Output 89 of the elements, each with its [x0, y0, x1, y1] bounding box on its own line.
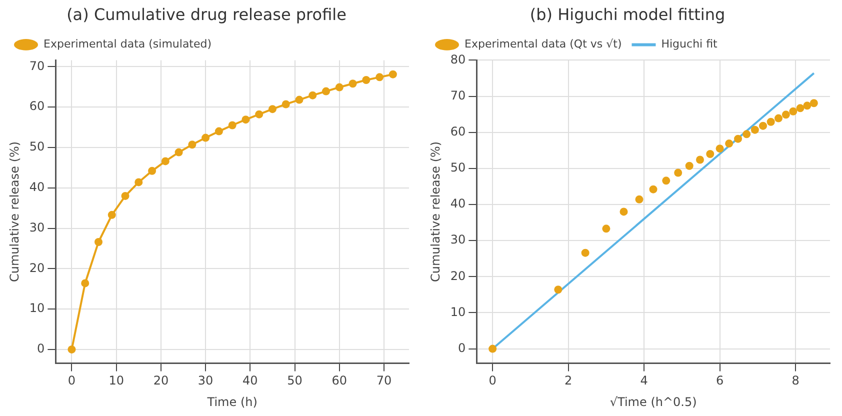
x-tick-label: 60	[332, 374, 348, 388]
y-axis-title: Cumulative release (%)	[7, 141, 22, 282]
point	[94, 238, 102, 246]
point	[734, 134, 742, 143]
point	[789, 107, 798, 116]
point	[228, 121, 236, 130]
point	[81, 279, 90, 288]
point	[620, 208, 628, 216]
point	[766, 118, 775, 126]
point	[108, 210, 116, 219]
x-tick-label: 0	[488, 374, 496, 388]
point	[635, 195, 644, 204]
point	[388, 70, 397, 78]
y-tick-label: 40	[29, 180, 45, 194]
point	[774, 114, 782, 122]
point	[803, 102, 812, 110]
point	[716, 144, 724, 153]
point	[295, 96, 304, 104]
chart-title: (b) Higuchi model fitting	[530, 4, 726, 24]
legend-label: Experimental data (simulated)	[44, 38, 212, 51]
point	[322, 87, 330, 96]
legend-label: Experimental data (Qt vs √t)	[464, 38, 622, 51]
x-tick-label: 30	[198, 374, 214, 388]
x-tick-label: 50	[287, 374, 302, 388]
point	[121, 192, 130, 200]
point	[376, 73, 384, 82]
x-tick-label: 2	[564, 374, 572, 388]
point	[602, 224, 610, 233]
x-tick-label: 4	[640, 374, 648, 388]
point	[581, 248, 590, 257]
point	[188, 140, 196, 149]
y-tick-label: 40	[450, 196, 466, 211]
x-tick-label: 40	[242, 374, 258, 388]
point	[161, 157, 170, 166]
y-tick-label: 10	[450, 304, 466, 319]
point	[335, 83, 344, 92]
point	[554, 286, 562, 294]
y-tick-label: 60	[29, 99, 45, 114]
x-tick-label: 8	[792, 374, 800, 388]
point	[68, 345, 76, 354]
point	[649, 185, 658, 194]
point	[308, 91, 317, 100]
x-tick-label: 0	[68, 374, 76, 388]
point	[796, 104, 804, 112]
point	[134, 178, 143, 186]
x-axis-title: Time (h)	[206, 394, 258, 409]
point	[268, 105, 276, 114]
point	[696, 156, 704, 164]
point	[148, 166, 156, 175]
point	[706, 150, 714, 158]
x-axis-title: √Time (h^0.5)	[610, 394, 697, 409]
y-axis-title: Cumulative release (%)	[428, 141, 442, 282]
chart-title: (a) Cumulative drug release profile	[66, 4, 346, 24]
y-tick-label: 0	[458, 340, 466, 355]
point	[782, 110, 790, 119]
y-tick-label: 10	[29, 301, 45, 316]
y-tick-label: 70	[29, 58, 45, 73]
point	[685, 162, 694, 170]
point	[214, 127, 223, 136]
point	[810, 99, 818, 108]
point	[242, 116, 250, 124]
point	[725, 140, 734, 148]
y-tick-label: 60	[450, 124, 466, 138]
x-tick-label: 20	[153, 374, 169, 388]
y-tick-label: 30	[450, 232, 466, 247]
x-tick-label: 70	[376, 374, 392, 388]
x-tick-label: 10	[108, 374, 124, 388]
point	[742, 130, 751, 138]
legend-label: Higuchi fit	[661, 38, 718, 51]
point	[488, 344, 497, 353]
point	[362, 76, 370, 84]
y-tick-label: 0	[37, 342, 45, 356]
y-tick-label: 70	[450, 88, 466, 102]
point	[202, 134, 210, 142]
point	[662, 176, 670, 185]
x-tick-label: 6	[716, 374, 724, 388]
point	[759, 122, 768, 130]
point	[750, 126, 759, 134]
y-tick-label: 50	[450, 160, 466, 175]
y-tick-label: 30	[29, 220, 45, 234]
y-tick-label: 20	[450, 268, 466, 283]
point	[174, 148, 183, 156]
y-tick-label: 50	[29, 140, 45, 154]
point	[674, 168, 682, 177]
y-tick-label: 20	[29, 260, 45, 275]
point	[282, 100, 290, 108]
point	[255, 110, 264, 118]
point	[348, 80, 357, 88]
y-tick-label: 80	[450, 52, 466, 66]
